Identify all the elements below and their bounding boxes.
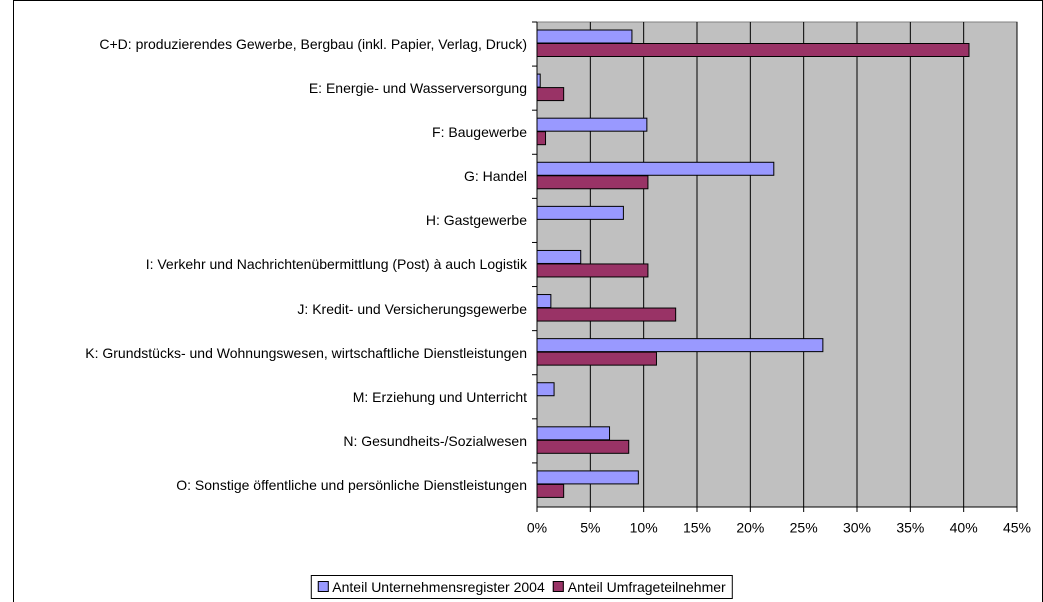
category-text: G: Handel [463,168,527,185]
category-text: H: Gastgewerbe [425,212,527,229]
category-label: I: Verkehr und Nachrichtenübermittlung (… [27,242,527,286]
legend-item: Anteil Umfrageteilnehmer [552,579,726,595]
bar [536,175,649,190]
category-label: J: Kredit- und Versicherungsgewerbe [27,287,527,331]
x-tick-label: 0% [527,520,547,536]
category-text: F: Baugewerbe [432,124,527,141]
bar [536,307,677,322]
category-text: O: Sonstige öffentliche und persönliche … [176,476,527,493]
category-text: J: Kredit- und Versicherungsgewerbe [297,300,527,317]
category-text: N: Gesundheits-/Sozialwesen [343,432,527,449]
x-tick-label: 5% [580,520,600,536]
category-label: M: Erziehung und Unterricht [27,375,527,419]
x-tick-label: 10% [630,520,658,536]
legend: Anteil Unternehmensregister 2004 Anteil U… [310,575,733,599]
bar [536,382,555,397]
category-label: F: Baugewerbe [27,110,527,154]
x-tick-label: 15% [683,520,711,536]
bar [536,439,630,454]
x-tick-label: 20% [736,520,764,536]
category-text: K: Grundstücks- und Wohnungswesen, wirts… [85,344,527,361]
bar [536,338,824,353]
legend-label: Anteil Unternehmensregister 2004 [332,579,545,595]
category-text: C+D: produzierendes Gewerbe, Bergbau (in… [99,36,527,53]
bar [536,483,565,498]
bar [536,131,547,146]
category-label: E: Energie- und Wasserversorgung [27,66,527,110]
x-tick-label: 40% [950,520,978,536]
bar [536,205,624,220]
bar [536,249,582,264]
category-label: K: Grundstücks- und Wohnungswesen, wirts… [27,331,527,375]
x-tick-label: 45% [1003,520,1031,536]
bar [536,351,657,366]
category-text: E: Energie- und Wasserversorgung [308,80,527,97]
category-text: M: Erziehung und Unterricht [352,388,527,405]
category-text: I: Verkehr und Nachrichtenübermittlung (… [145,256,527,273]
legend-swatch [317,581,329,592]
bar [536,87,565,102]
bar [536,263,649,278]
category-label: G: Handel [27,154,527,198]
bar [536,29,633,44]
bar [536,73,541,88]
category-label: N: Gesundheits-/Sozialwesen [27,419,527,463]
legend-swatch [552,581,564,592]
x-tick-label: 35% [896,520,924,536]
category-label: H: Gastgewerbe [27,198,527,242]
bar [536,470,639,485]
bar [536,294,552,309]
bar [536,117,648,132]
legend-label: Anteil Umfrageteilnehmer [567,579,726,595]
legend-item: Anteil Unternehmensregister 2004 [317,579,545,595]
bar [536,161,775,176]
category-label: C+D: produzierendes Gewerbe, Bergbau (in… [27,22,527,66]
bar [536,43,970,57]
category-label: O: Sonstige öffentliche und persönliche … [27,463,527,507]
x-tick-label: 30% [843,520,871,536]
x-tick-label: 25% [790,520,818,536]
bar [536,426,611,441]
